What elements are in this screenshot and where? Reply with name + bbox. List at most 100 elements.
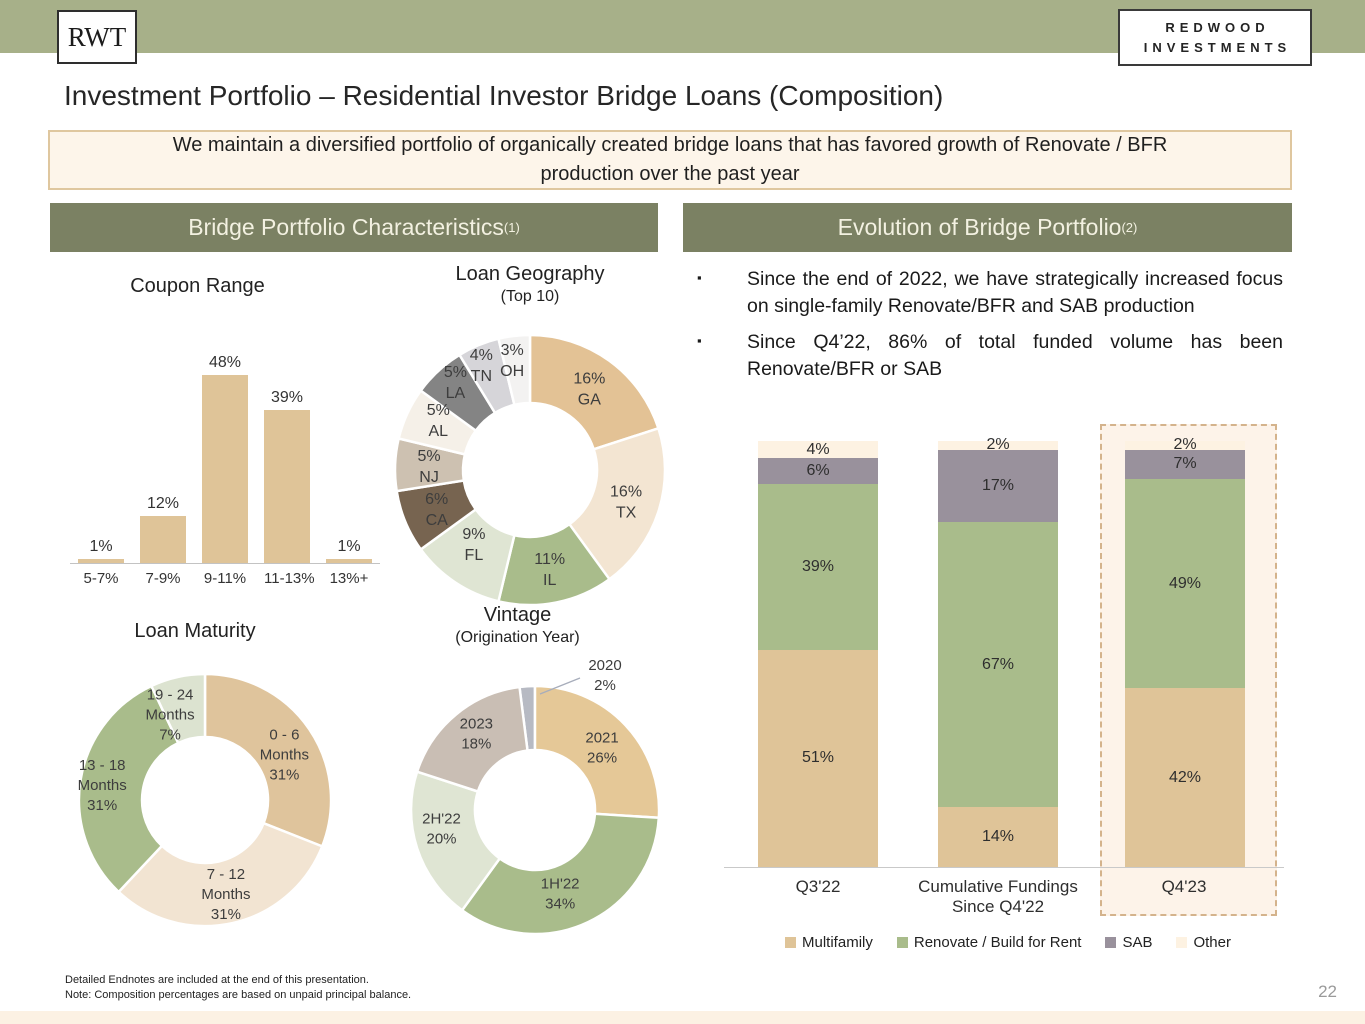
- coupon-bar: [326, 559, 372, 563]
- leader-line: [539, 677, 581, 695]
- stacked-bar-Cumulative Fundings: 2% 17% 67% 14%: [938, 437, 1058, 867]
- stacked-bar-Q3'22: 4% 6% 39% 51%: [758, 441, 878, 867]
- redwood-investments-logo: REDWOOD INVESTMENTS: [1118, 9, 1312, 66]
- logo-line-2: INVESTMENTS: [1143, 40, 1292, 55]
- legend-swatch: [785, 937, 797, 948]
- logo-line-1: REDWOOD: [1165, 20, 1270, 35]
- x-axis-line: [724, 867, 1284, 868]
- donut-label-2020: 2020 2%: [588, 657, 621, 694]
- legend-item-Renovate / Build for Rent: Renovate / Build for Rent: [896, 934, 1081, 951]
- segment-value-label: 14%: [981, 828, 1015, 846]
- donut-slice-19 - 24 Months: [149, 672, 207, 745]
- donut-slice-2021: [533, 684, 661, 820]
- donut-label-0 - 6 Months: 0 - 6 Months 31%: [260, 726, 309, 783]
- segment-Other: 4%: [758, 441, 878, 459]
- left-header-text: Bridge Portfolio Characteristics: [188, 214, 504, 240]
- segment-SAB: 7%: [1125, 449, 1245, 480]
- donut-label-19 - 24 Months: 19 - 24 Months 7%: [145, 687, 194, 744]
- loan-maturity-title: Loan Maturity: [134, 620, 256, 642]
- segment-value-label: 6%: [806, 461, 830, 479]
- coupon-bar-value-label: 1%: [89, 538, 113, 555]
- loan-geography-title: Loan Geography (Top 10): [400, 263, 660, 308]
- segment-value-label: 2%: [1173, 436, 1197, 454]
- footnote-1: Detailed Endnotes are included at the en…: [65, 974, 369, 986]
- donut-label-13 - 18 Months: 13 - 18 Months 31%: [78, 757, 127, 814]
- summary-callout: We maintain a diversified portfolio of o…: [48, 130, 1292, 190]
- coupon-range-chart: 1% 12% 48% 39% 1% 5-7% 7-9% 9-11% 11-13% 13%+: [70, 333, 380, 587]
- donut-label-2H'22: 2H'22 20%: [422, 811, 461, 848]
- loan-maturity-donut: 0 - 6 Months 31% 7 - 12 Months 31% 13 - 18 Mont…: [77, 672, 333, 928]
- bullet-marker: ▪: [697, 270, 702, 285]
- coupon-bar-value-label: 12%: [146, 494, 180, 512]
- coupon-bar-column: 48%: [202, 354, 248, 563]
- segment-value-label: 39%: [801, 557, 835, 575]
- bullet-text-1: Since the end of 2022, we have strategic…: [747, 268, 1283, 317]
- summary-callout-text: We maintain a diversified portfolio of o…: [172, 134, 1168, 185]
- segment-Multifamily: 42%: [1125, 688, 1245, 867]
- donut-label-CA: 6% CA: [425, 491, 448, 529]
- coupon-bar-value-label: 48%: [208, 353, 242, 371]
- coupon-category-label: 5-7%: [83, 570, 119, 587]
- donut-label-OH: 3% OH: [500, 342, 524, 380]
- segment-Other: 2%: [938, 437, 1058, 453]
- stacked-bar-Q4'23: 2% 7% 49% 42%: [1125, 437, 1245, 867]
- footnotes: Detailed Endnotes are included at the en…: [65, 973, 411, 1003]
- footnote-2: Note: Composition percentages are based …: [65, 989, 412, 1001]
- coupon-bar: [264, 410, 310, 563]
- bottom-accent-strip: [0, 1011, 1365, 1024]
- loan-geography-subtitle: (Top 10): [500, 288, 560, 305]
- vintage-title-text: Vintage: [483, 604, 552, 626]
- donut-label-2021: 2021 26%: [585, 729, 618, 766]
- vintage-donut: 2020 2% 2021 26% 1H'22 34% 2H'22 20% 2023 18%: [409, 657, 661, 936]
- legend-item-SAB: SAB: [1105, 934, 1152, 951]
- coupon-x-axis-labels: 5-7% 7-9% 9-11% 11-13% 13%+: [70, 570, 380, 587]
- right-header-text: Evolution of Bridge Portfolio: [837, 214, 1122, 240]
- donut-slice-7 - 12 Months: [116, 821, 324, 928]
- legend-swatch: [896, 937, 908, 948]
- x-axis-category-label: Q4'23: [1161, 877, 1207, 896]
- segment-value-label: 17%: [981, 476, 1015, 494]
- donut-label-TN: 4% TN: [470, 347, 493, 385]
- loan-geography-title-text: Loan Geography: [455, 263, 605, 285]
- segment-SAB: 6%: [758, 458, 878, 484]
- coupon-bar: [140, 515, 186, 563]
- segment-Multifamily: 51%: [758, 649, 878, 867]
- segment-value-label: 49%: [1168, 574, 1202, 592]
- section-header-evolution-of-bridge-portfolio: Evolution of Bridge Portfolio (2): [683, 203, 1292, 252]
- page-title: Investment Portfolio – Residential Inves…: [64, 80, 944, 111]
- bullet-text-2: Since Q4’22, 86% of total funded volume …: [747, 331, 1283, 380]
- donut-label-AL: 5% AL: [427, 402, 450, 440]
- coupon-bar: [202, 374, 248, 563]
- bullet-item: ▪ Since the end of 2022, we have strateg…: [697, 266, 1283, 320]
- donut-slice-TX: [567, 426, 667, 581]
- evolution-bullet-list: ▪ Since the end of 2022, we have strateg…: [697, 266, 1283, 392]
- donut-label-IL: 11% IL: [534, 551, 565, 589]
- coupon-bar-column: 1%: [78, 538, 124, 563]
- segment-Other: 2%: [1125, 437, 1245, 453]
- coupon-bar: [78, 559, 124, 563]
- coupon-category-label: 7-9%: [145, 570, 181, 587]
- donut-label-7 - 12 Months: 7 - 12 Months 31%: [201, 866, 250, 923]
- segment-Renovate / Build for Rent: 39%: [758, 483, 878, 650]
- legend-item-Multifamily: Multifamily: [785, 934, 873, 951]
- vintage-title: Vintage (Origination Year): [390, 604, 645, 649]
- rwt-ticker-logo: RWT: [57, 10, 137, 64]
- bullet-marker: ▪: [697, 333, 702, 348]
- loan-geography-donut: 16% GA 16% TX 11% IL 9% FL 6% CA 5% NJ 5% AL5% LA4% TN 3…: [393, 333, 667, 607]
- segment-value-label: 2%: [986, 436, 1010, 454]
- donut-slice-2023: [415, 685, 529, 794]
- segment-SAB: 17%: [938, 449, 1058, 522]
- segment-Renovate / Build for Rent: 49%: [1125, 479, 1245, 689]
- coupon-category-label: 11-13%: [264, 570, 315, 587]
- segment-value-label: 67%: [981, 655, 1015, 673]
- segment-value-label: 7%: [1173, 455, 1197, 473]
- coupon-range-title: Coupon Range: [130, 275, 265, 297]
- donut-slice-13 - 18 Months: [77, 684, 180, 894]
- segment-Multifamily: 14%: [938, 807, 1058, 867]
- donut-label-NJ: 5% NJ: [418, 448, 441, 486]
- donut-label-TX: 16% TX: [610, 483, 642, 521]
- coupon-bar-column: 1%: [326, 538, 372, 563]
- legend-swatch: [1105, 937, 1117, 948]
- donut-label-1H'22: 1H'22 34%: [541, 875, 580, 912]
- coupon-category-label: 9-11%: [203, 570, 247, 587]
